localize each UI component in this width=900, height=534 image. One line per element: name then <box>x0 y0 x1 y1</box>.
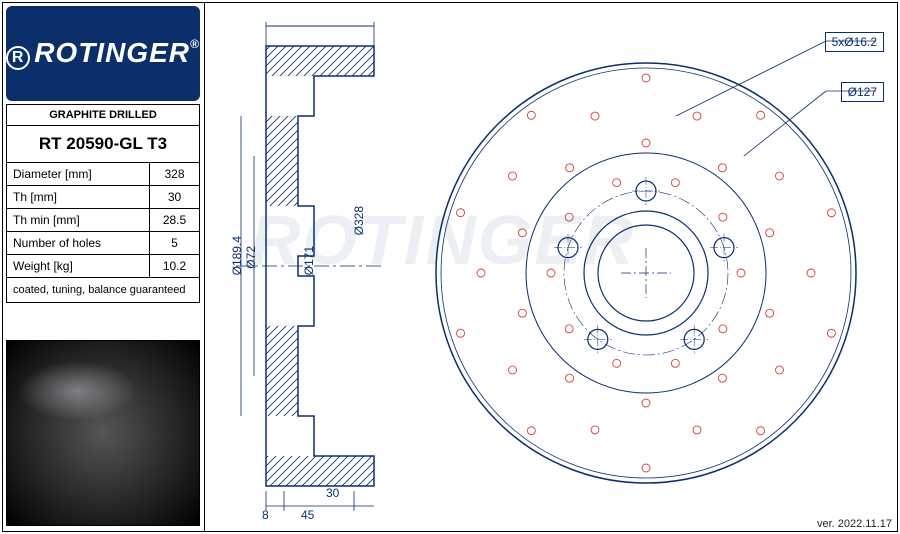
dim-d328: Ø328 <box>352 206 366 235</box>
table-row: Number of holes5 <box>7 232 200 255</box>
product-photo <box>6 340 200 526</box>
version-label: ver. 2022.11.17 <box>817 518 892 530</box>
spec-header: GRAPHITE DRILLED <box>7 105 200 126</box>
part-number: RT 20590-GL T3 <box>7 126 200 163</box>
table-row: Diameter [mm]328 <box>7 163 200 186</box>
table-row: Weight [kg]10.2 <box>7 255 200 278</box>
brand-name: ROTINGER <box>34 37 190 68</box>
dim-t30: 30 <box>326 486 339 500</box>
leader-lines <box>426 6 886 156</box>
spec-table: GRAPHITE DRILLED RT 20590-GL T3 Diameter… <box>6 104 200 303</box>
dim-t45: 45 <box>301 508 314 522</box>
dim-d72: Ø72 <box>244 246 258 269</box>
technical-drawing: Ø328 Ø189.4 Ø72 Ø171 30 8 45 5xØ16.2 Ø12… <box>206 6 894 528</box>
table-row: Th min [mm]28.5 <box>7 209 200 232</box>
table-row: Th [mm]30 <box>7 186 200 209</box>
brand-logo: RROTINGER® <box>6 6 200 101</box>
spec-note: coated, tuning, balance guaranteed <box>7 278 200 303</box>
dim-d189: Ø189.4 <box>230 236 244 275</box>
dim-d171: Ø171 <box>302 246 316 275</box>
dim-t8: 8 <box>262 508 269 522</box>
